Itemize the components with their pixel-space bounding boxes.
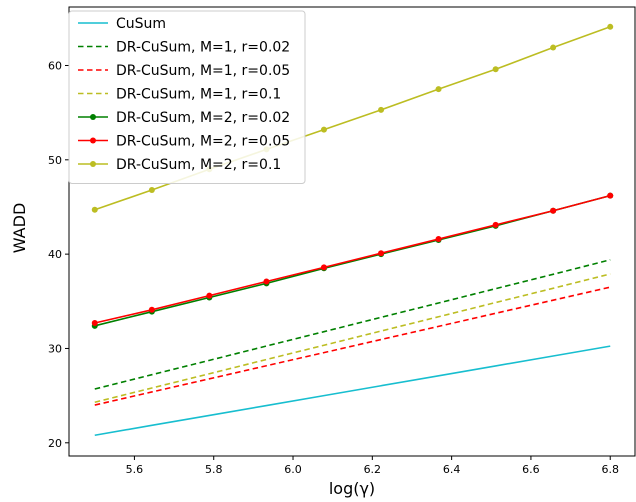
series-6-point-9 xyxy=(607,23,614,30)
series-6-point-8 xyxy=(550,44,557,51)
legend-label-6: DR-CuSum, M=2, r=0.1 xyxy=(116,157,281,173)
series-6-point-6 xyxy=(435,86,442,93)
series-6-point-5 xyxy=(378,106,385,113)
series-line-3 xyxy=(94,273,611,404)
y-tick-label-4: 60 xyxy=(48,59,62,72)
x-tick-label-4: 6.4 xyxy=(443,463,461,476)
series-5-point-9 xyxy=(607,192,614,199)
legend-label-0: CuSum xyxy=(116,16,166,32)
series-5-point-0 xyxy=(91,320,98,326)
series-line-2 xyxy=(94,286,611,406)
x-tick-label-5: 6.6 xyxy=(522,463,540,476)
series-5-point-6 xyxy=(435,236,442,243)
y-tick-label-1: 30 xyxy=(48,342,62,355)
legend-marker-5 xyxy=(90,137,96,144)
y-tick-label-3: 50 xyxy=(48,154,62,167)
axes-frame xyxy=(68,6,636,457)
x-tick-label-6: 6.8 xyxy=(601,463,619,476)
x-tick-label-1: 5.8 xyxy=(205,463,223,476)
series-line-0 xyxy=(94,345,611,437)
series-5-point-3 xyxy=(263,278,270,285)
legend: CuSum DR-CuSum, M=1, r=0.02 DR-CuSum, M=1,… xyxy=(68,10,306,184)
legend-label-2: DR-CuSum, M=1, r=0.05 xyxy=(116,63,290,79)
x-tick-label-0: 5.6 xyxy=(126,463,144,476)
series-5-point-8 xyxy=(550,207,557,214)
x-axis-label: log(γ) xyxy=(329,479,375,498)
x-tick-label-2: 6.0 xyxy=(284,463,302,476)
series-5-point-2 xyxy=(206,292,213,299)
y-tick-label-0: 20 xyxy=(48,437,62,450)
series-6-point-7 xyxy=(492,66,499,73)
legend-label-1: DR-CuSum, M=1, r=0.02 xyxy=(116,40,290,56)
series-line-5 xyxy=(94,194,611,324)
legend-label-3: DR-CuSum, M=1, r=0.1 xyxy=(116,87,281,103)
x-tick-label-3: 6.2 xyxy=(364,463,382,476)
series-5-point-7 xyxy=(492,221,499,228)
series-5-point-1 xyxy=(148,306,155,313)
axes-layer: 5.6 5.8 6.0 6.2 6.4 6.6 6.8 20 30 40 50 60 xyxy=(48,6,636,476)
legend-box xyxy=(68,10,306,184)
series-6-point-1 xyxy=(148,187,155,193)
y-tick-label-2: 40 xyxy=(48,248,62,261)
legend-marker-4 xyxy=(90,114,96,120)
series-5-point-5 xyxy=(378,250,385,257)
series-line-1 xyxy=(94,259,611,390)
legend-label-5: DR-CuSum, M=2, r=0.05 xyxy=(116,134,290,150)
series-5-point-4 xyxy=(320,264,327,271)
legend-marker-6 xyxy=(90,161,96,167)
series-6-point-4 xyxy=(320,126,327,133)
legend-label-4: DR-CuSum, M=2, r=0.02 xyxy=(116,110,290,126)
y-axis-label: WADD xyxy=(10,203,29,254)
series-6-point-0 xyxy=(91,206,98,213)
